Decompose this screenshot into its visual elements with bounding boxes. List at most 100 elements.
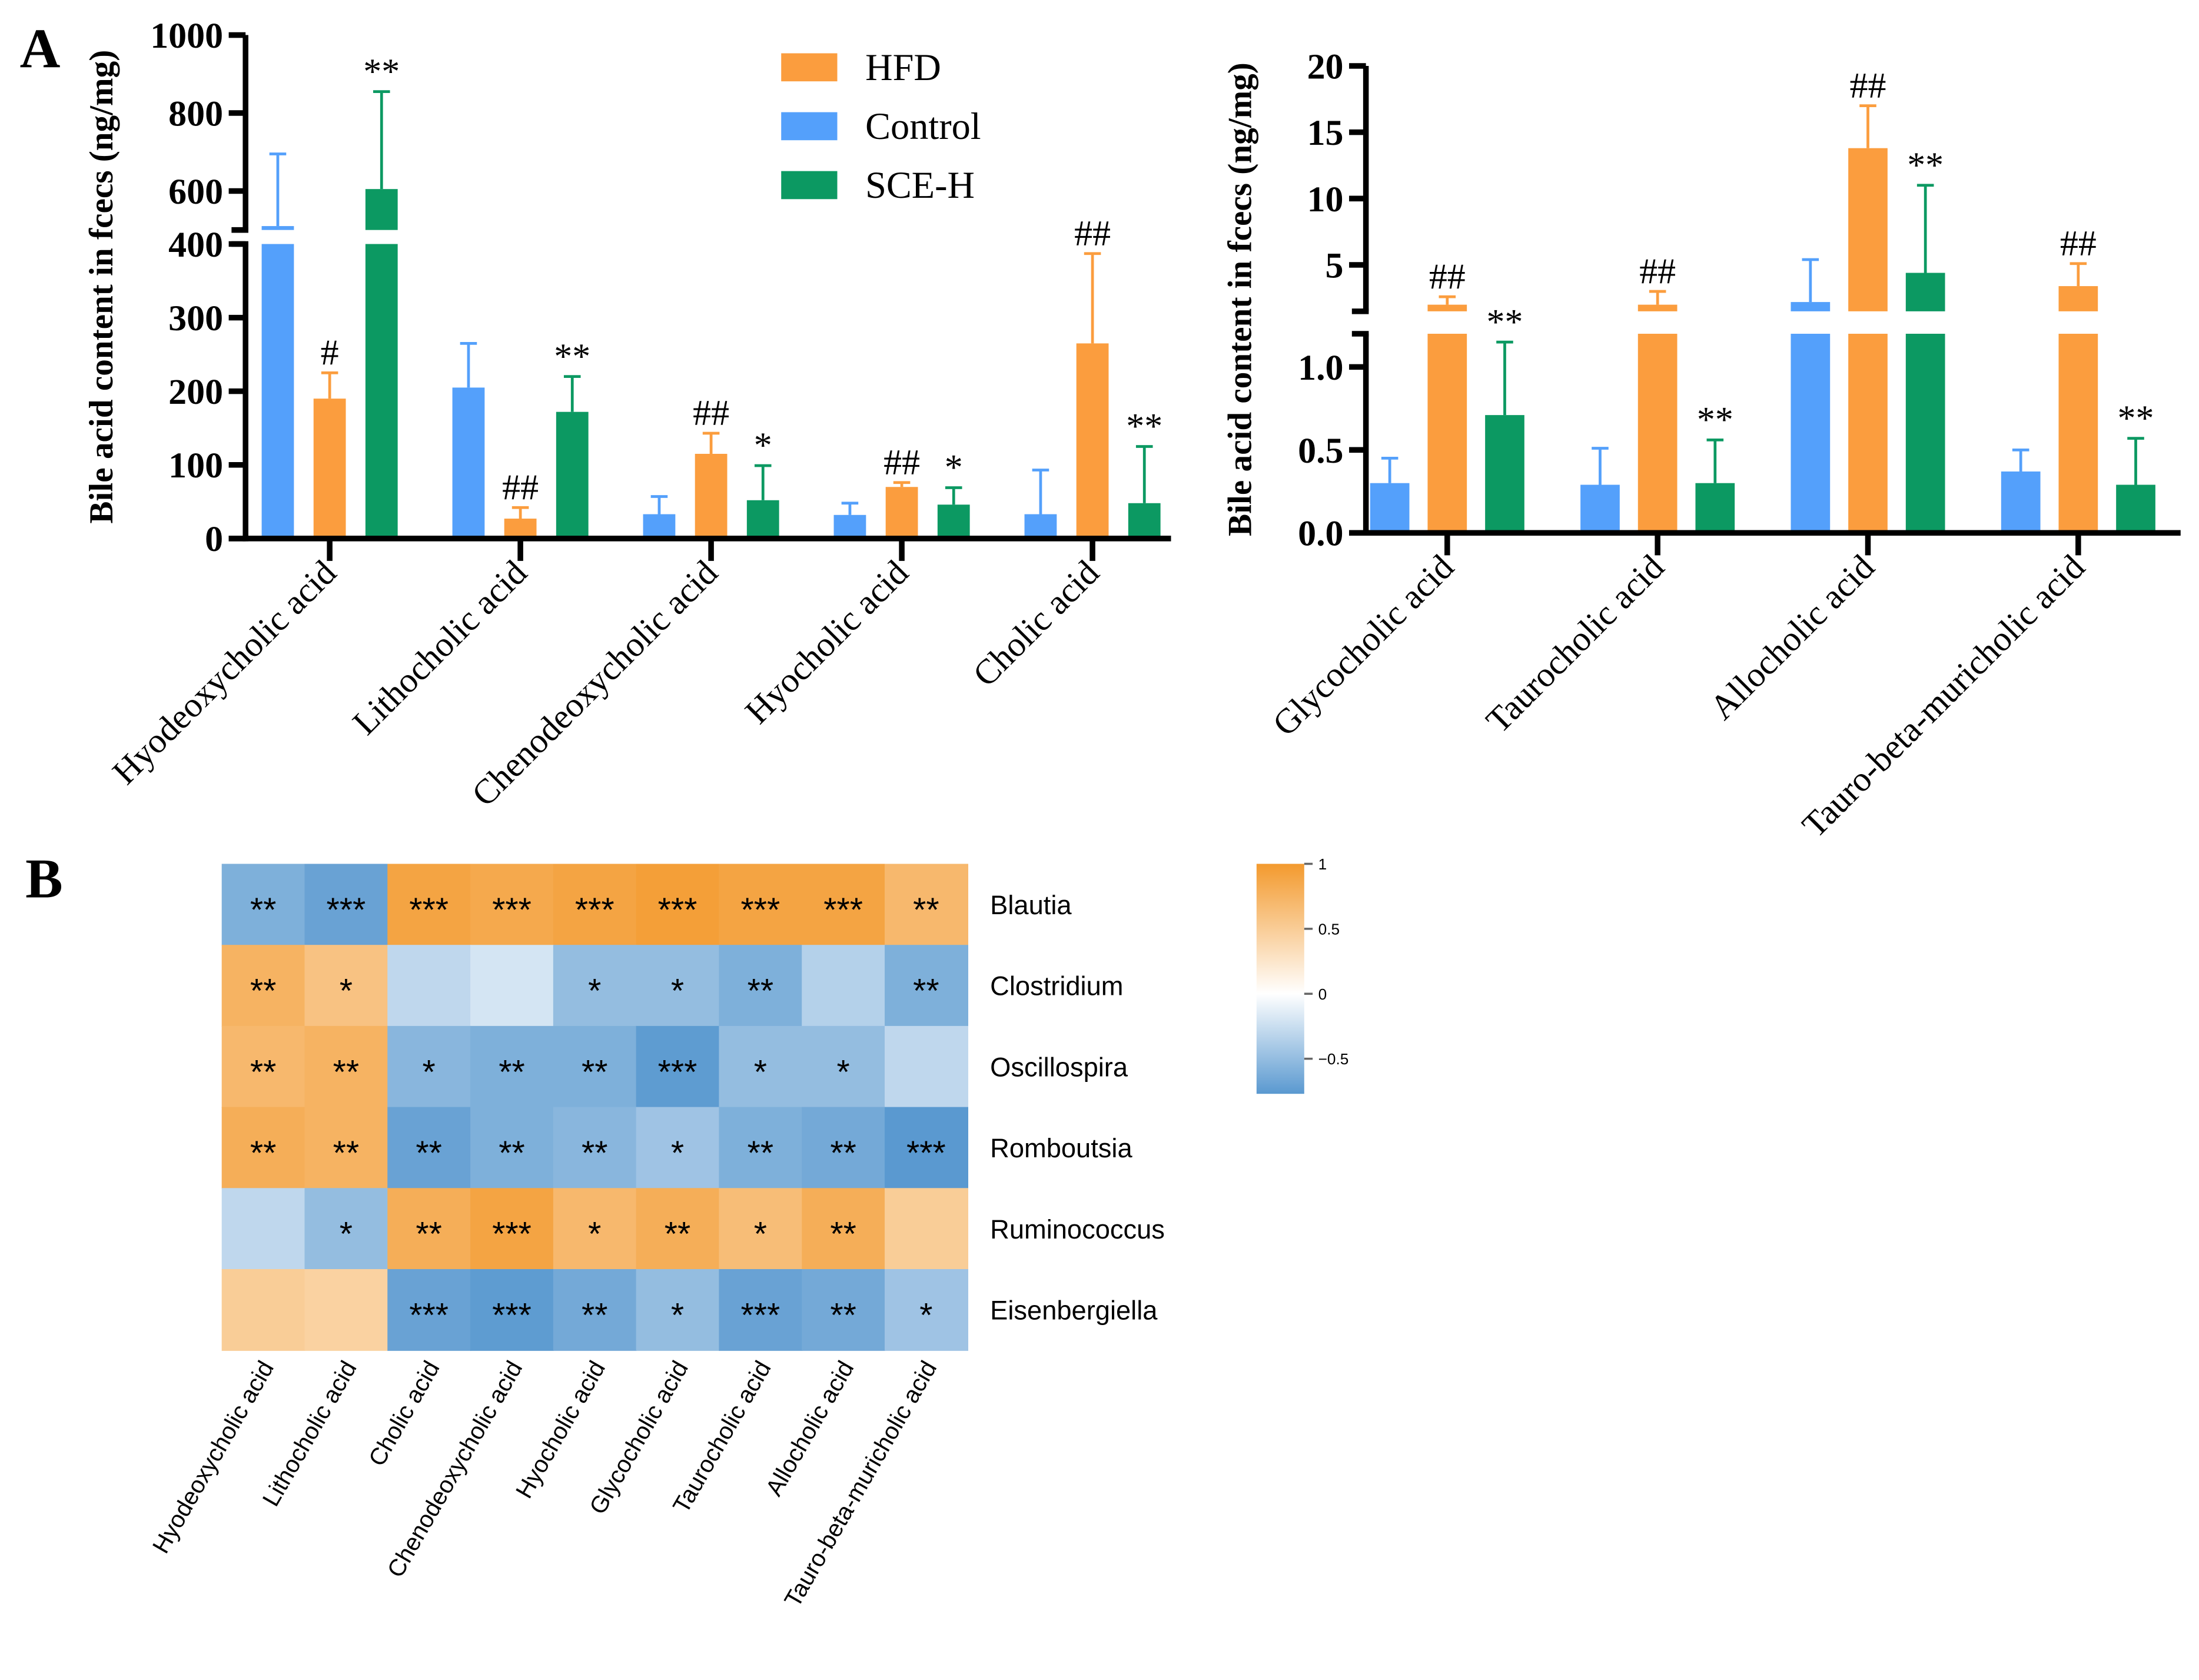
bar-control <box>2001 471 2041 530</box>
significance-mark: * <box>671 1134 684 1172</box>
significance-mark: ** <box>499 1053 524 1091</box>
significance-mark: * <box>945 447 963 487</box>
column-label: Allocholic acid <box>760 1356 859 1500</box>
bar-control <box>1024 514 1057 536</box>
significance-mark: * <box>754 1216 767 1253</box>
significance-mark: * <box>340 1216 353 1253</box>
column-label: Cholic acid <box>363 1356 445 1470</box>
heatmap-cell <box>387 945 471 1027</box>
heatmap-cell <box>802 1107 886 1189</box>
bar-control <box>1791 302 1831 530</box>
bar-sce-h <box>1485 415 1524 530</box>
significance-mark: ** <box>333 1053 360 1091</box>
heatmap-cell <box>221 1269 305 1351</box>
bar-break-gap <box>260 230 295 244</box>
heatmap-cell <box>304 1188 388 1270</box>
heatmap-cell <box>719 1107 803 1189</box>
heatmap-cell <box>885 1107 969 1189</box>
significance-mark: ** <box>1126 406 1162 446</box>
heatmap-cell <box>802 1269 886 1351</box>
y-tick-label: 0 <box>205 519 223 559</box>
significance-mark: ## <box>502 467 539 507</box>
heatmap-cell <box>387 1107 471 1189</box>
heatmap-cell <box>636 1269 720 1351</box>
legend-label: HFD <box>865 47 941 88</box>
heatmap-cell <box>719 864 803 946</box>
bar-hfd <box>695 453 728 536</box>
heatmap-cell <box>304 945 388 1027</box>
bar-hfd <box>313 399 346 536</box>
significance-mark: * <box>919 1296 932 1334</box>
heatmap-cell <box>719 1188 803 1270</box>
row-label: Clostridium <box>990 971 1123 1001</box>
heatmap-cell <box>885 1025 969 1108</box>
heatmap-cell <box>636 1188 720 1270</box>
significance-mark: * <box>588 972 601 1010</box>
bar-chart-left: 0 100 200 300 400 600 800 1000 Bile acid content… <box>83 16 1171 814</box>
heatmap-cell <box>885 864 969 946</box>
heatmap-cell <box>885 945 969 1027</box>
significance-mark: * <box>671 972 684 1010</box>
panel-label-b: B <box>25 848 63 910</box>
significance-mark: ** <box>665 1216 691 1253</box>
bar-control <box>833 514 866 536</box>
significance-mark: ** <box>830 1134 856 1172</box>
row-label: Eisenbergiella <box>990 1296 1158 1326</box>
y-tick-label: 0.0 <box>1298 514 1343 554</box>
bar-sce-h <box>2116 484 2155 530</box>
heatmap-cell <box>470 1269 554 1351</box>
heatmap-cell <box>470 1188 554 1270</box>
significance-mark: ## <box>1639 251 1676 291</box>
y-axis-title: Bile acid content in fcecs (ng/mg) <box>1221 62 1258 536</box>
legend-swatch-hfd <box>781 53 838 82</box>
colorbar-tick-label: 0.5 <box>1318 920 1340 938</box>
significance-mark: ## <box>1429 257 1466 297</box>
bar-break-gap <box>1789 311 1832 334</box>
heatmap-cell <box>636 864 720 946</box>
colorbar <box>1256 864 1304 1094</box>
significance-mark: * <box>837 1053 850 1091</box>
heatmap-cell <box>636 1025 720 1108</box>
y-tick-label: 600 <box>168 172 223 212</box>
x-tick-label: Taurocholic acid <box>1479 547 1672 741</box>
significance-mark: ** <box>250 972 277 1010</box>
y-axis-title: Bile acid content in fcecs (ng/mg) <box>83 50 120 524</box>
significance-mark: ** <box>363 51 400 91</box>
significance-mark: ## <box>693 393 729 433</box>
correlation-heatmap: ** *** *** *** *** *** *** *** ** Blautia** * * * ** *… <box>147 855 1349 1612</box>
significance-mark: * <box>754 1053 767 1091</box>
heatmap-cell <box>470 1107 554 1189</box>
bar-break-gap <box>1904 311 1946 334</box>
x-tick-label: Glycocholic acid <box>1265 547 1461 743</box>
significance-mark: ** <box>333 1134 360 1172</box>
y-tick-label: 1.0 <box>1298 348 1343 388</box>
significance-mark: # <box>321 333 339 373</box>
heatmap-cell <box>304 1107 388 1189</box>
y-tick-label: 800 <box>168 94 223 134</box>
bar-hfd <box>1637 304 1678 530</box>
bar-control <box>1580 484 1620 530</box>
bar-break-gap <box>1636 311 1679 334</box>
heatmap-cell <box>221 1025 305 1108</box>
heatmap-cell <box>221 1188 305 1270</box>
significance-mark: ## <box>883 442 920 482</box>
bar-hfd <box>504 519 537 536</box>
heatmap-cell <box>553 864 637 946</box>
heatmap-cell <box>553 1025 637 1108</box>
colorbar-tick-label: 1 <box>1318 855 1327 873</box>
bar-hfd <box>1848 148 1888 530</box>
heatmap-cell <box>221 945 305 1027</box>
bar-sce-h <box>746 500 779 536</box>
heatmap-cell <box>802 1025 886 1108</box>
significance-mark: *** <box>409 891 449 929</box>
y-tick-label: 20 <box>1307 47 1344 87</box>
heatmap-cell <box>470 864 554 946</box>
significance-mark: ** <box>2118 398 2154 438</box>
significance-mark: ** <box>830 1216 856 1253</box>
heatmap-cell <box>553 1188 637 1270</box>
bar-break-gap <box>2057 311 2100 334</box>
significance-mark: * <box>423 1053 436 1091</box>
significance-mark: *** <box>492 891 532 929</box>
heatmap-cell <box>885 1188 969 1270</box>
